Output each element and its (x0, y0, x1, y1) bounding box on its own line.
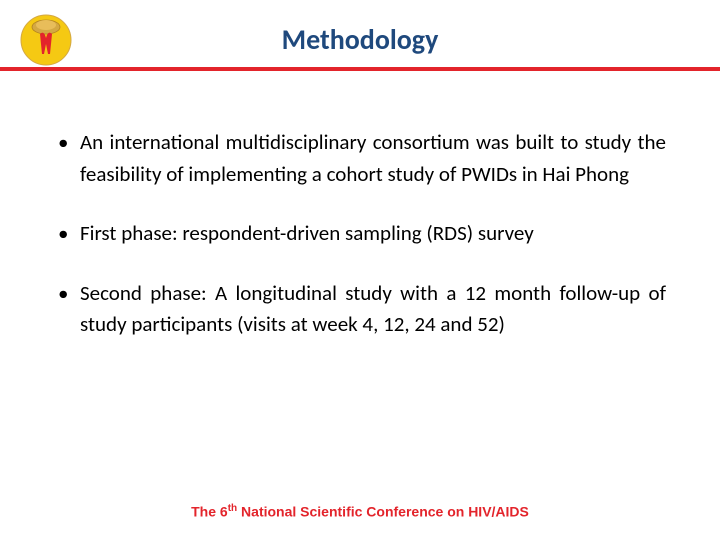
bullet-list: An international multidisciplinary conso… (54, 127, 666, 341)
footer-suffix: National Scientific Conference on HIV/AI… (237, 504, 529, 520)
slide-footer: The 6th National Scientific Conference o… (0, 503, 720, 520)
bullet-item: First phase: respondent-driven sampling … (54, 218, 666, 250)
logo-icon (20, 14, 72, 66)
bullet-item: Second phase: A longitudinal study with … (54, 278, 666, 341)
bullet-item: An international multidisciplinary conso… (54, 127, 666, 190)
slide-content: An international multidisciplinary conso… (0, 79, 720, 341)
footer-sup: th (228, 503, 237, 514)
slide-header: Methodology (0, 0, 720, 79)
title-divider (0, 67, 720, 71)
footer-prefix: The 6 (191, 504, 228, 520)
slide-container: Methodology An international multidiscip… (0, 0, 720, 540)
slide-title: Methodology (0, 22, 720, 57)
